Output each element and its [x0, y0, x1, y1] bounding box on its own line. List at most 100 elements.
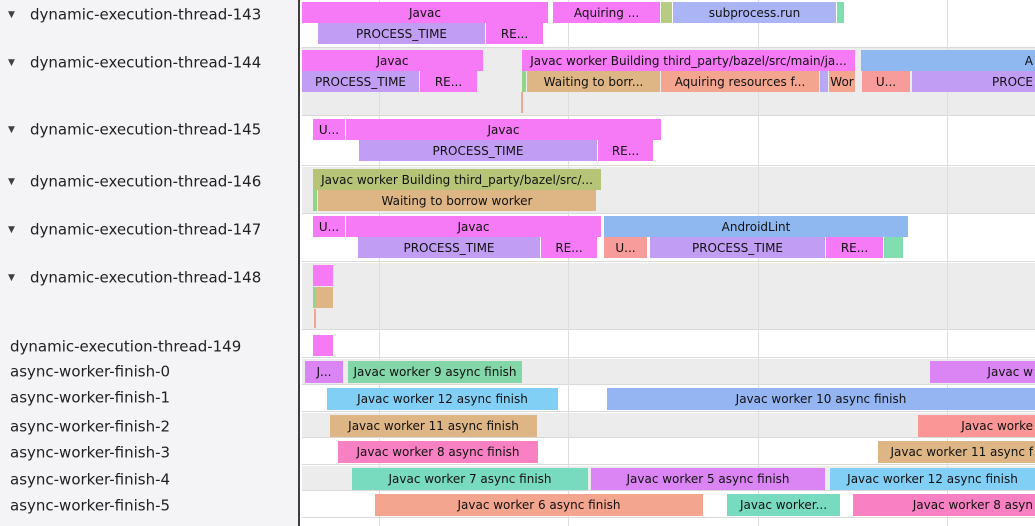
slice-waiting-to-borrow-worker[interactable]: Waiting to borrow worker — [318, 190, 596, 211]
collapse-arrow-icon[interactable]: ▼ — [8, 272, 15, 283]
slice-javac[interactable]: Javac — [346, 119, 661, 140]
slice-label: U... — [318, 219, 340, 234]
sidebar-item-dynamic-execution-thread-148[interactable]: ▼ dynamic-execution-thread-148 — [0, 266, 298, 288]
sidebar-item-dynamic-execution-thread-145[interactable]: ▼ dynamic-execution-thread-145 — [0, 118, 298, 140]
slice-javac-worker-10-async-finish[interactable]: Javac worker 10 async finish — [607, 388, 1035, 410]
slice-blank[interactable] — [837, 2, 844, 23]
slice-process-time[interactable]: PROCESS_TIME — [650, 237, 825, 258]
slice-process-time[interactable]: PROCESS_TIME — [302, 71, 419, 92]
slice-javac-worker-8-async-finish[interactable]: Javac worker 8 async finish — [338, 441, 538, 463]
slice-blank[interactable] — [313, 287, 315, 308]
slice-label: Javac worker 8 asyn — [912, 498, 1033, 512]
sidebar-item-async-worker-finish-4[interactable]: async-worker-finish-4 — [0, 468, 298, 490]
slice-re[interactable]: RE... — [598, 140, 653, 161]
slice-javac-worker-11-async-f[interactable]: Javac worker 11 async f — [878, 441, 1035, 463]
slice-subprocess-run[interactable]: subprocess.run — [673, 2, 836, 23]
slice-re[interactable]: RE... — [486, 23, 543, 44]
slice-label: Waiting to borr... — [543, 74, 644, 89]
slice-blank[interactable] — [313, 190, 317, 211]
collapse-arrow-icon[interactable]: ▼ — [8, 176, 15, 187]
sidebar-item-dynamic-execution-thread-144[interactable]: ▼ dynamic-execution-thread-144 — [0, 51, 298, 73]
slice-process-time[interactable]: PROCESS_TIME — [358, 237, 540, 258]
slice-javac-worker-8-asyn[interactable]: Javac worker 8 asyn — [853, 494, 1035, 516]
slice-blank[interactable] — [820, 71, 828, 92]
slice-aquiring[interactable]: Aquiring ... — [553, 2, 660, 23]
collapse-arrow-icon[interactable]: ▼ — [8, 124, 15, 135]
slice-label: PROCESS_TIME — [355, 26, 448, 41]
slice-blank[interactable] — [315, 287, 333, 308]
track-label: dynamic-execution-thread-144 — [30, 53, 262, 72]
slice-label: Javac w — [987, 365, 1033, 379]
time-gridline — [947, 0, 948, 526]
slice-blank[interactable] — [884, 237, 903, 258]
collapse-arrow-icon[interactable]: ▼ — [8, 9, 15, 20]
sidebar-item-dynamic-execution-thread-147[interactable]: ▼ dynamic-execution-thread-147 — [0, 218, 298, 240]
time-gridline — [568, 0, 569, 526]
slice-u[interactable]: U... — [862, 71, 910, 92]
track-group-dynamic-execution-thread-148 — [302, 263, 1035, 330]
slice-blank[interactable] — [314, 309, 316, 328]
slice-javac-worker-11-async-finish[interactable]: Javac worker 11 async finish — [330, 415, 537, 437]
slice-re[interactable]: RE... — [420, 71, 477, 92]
sidebar-item-async-worker-finish-1[interactable]: async-worker-finish-1 — [0, 386, 298, 408]
slice-proce[interactable]: PROCE — [912, 71, 1035, 92]
slice-label: PROCESS_TIME — [403, 240, 495, 255]
slice-aquiring-resources-f[interactable]: Aquiring resources f... — [661, 71, 819, 92]
sidebar-item-dynamic-execution-thread-146[interactable]: ▼ dynamic-execution-thread-146 — [0, 170, 298, 192]
track-label: async-worker-finish-5 — [10, 496, 171, 515]
slice-blank[interactable] — [521, 92, 523, 113]
slice-javac[interactable]: Javac — [346, 216, 601, 237]
slice-label: PROCESS_TIME — [432, 143, 524, 158]
slice-javac-worker-5-async-finish[interactable]: Javac worker 5 async finish — [591, 468, 825, 490]
slice-label: J... — [316, 365, 332, 379]
slice-javac-worker-building-third-party-bazel-src-main-ja[interactable]: Javac worker Building third_party/bazel/… — [522, 50, 855, 71]
sidebar-item-async-worker-finish-0[interactable]: async-worker-finish-0 — [0, 360, 298, 382]
slice-androidlint[interactable]: AndroidLint — [604, 216, 908, 237]
slice-javac[interactable]: Javac — [302, 2, 548, 23]
slice-blank[interactable] — [313, 335, 333, 356]
collapse-arrow-icon[interactable]: ▼ — [8, 57, 15, 68]
track-label: dynamic-execution-thread-148 — [30, 268, 262, 287]
slice-wor[interactable]: Wor — [829, 71, 855, 92]
sidebar-item-async-worker-finish-2[interactable]: async-worker-finish-2 — [0, 415, 298, 437]
slice-javac[interactable]: Javac — [302, 50, 483, 71]
track-label: async-worker-finish-4 — [10, 470, 171, 489]
slice-label: U... — [615, 240, 636, 255]
slice-waiting-to-borr[interactable]: Waiting to borr... — [527, 71, 660, 92]
time-gridline — [758, 0, 759, 526]
slice-a[interactable]: A — [861, 50, 1035, 71]
track-label: async-worker-finish-2 — [10, 417, 171, 436]
slice-label: Javac worker 11 async finish — [348, 419, 519, 433]
slice-javac-worker-6-async-finish[interactable]: Javac worker 6 async finish — [375, 494, 703, 516]
sidebar-item-dynamic-execution-thread-149[interactable]: dynamic-execution-thread-149 — [0, 335, 298, 357]
slice-label: RE... — [434, 74, 463, 89]
collapse-arrow-icon[interactable]: ▼ — [8, 224, 15, 235]
track-label: dynamic-execution-thread-145 — [30, 120, 262, 139]
slice-re[interactable]: RE... — [541, 237, 597, 258]
slice-j[interactable]: J... — [305, 361, 343, 383]
slice-javac-worker-9-async-finish[interactable]: Javac worker 9 async finish — [348, 361, 522, 383]
sidebar-item-async-worker-finish-3[interactable]: async-worker-finish-3 — [0, 441, 298, 463]
sidebar-item-dynamic-execution-thread-143[interactable]: ▼ dynamic-execution-thread-143 — [0, 3, 298, 25]
track-label: dynamic-execution-thread-147 — [30, 220, 262, 239]
slice-javac-worker-12-async-finish[interactable]: Javac worker 12 async finish — [327, 388, 558, 410]
slice-process-time[interactable]: PROCESS_TIME — [359, 140, 597, 161]
slice-u[interactable]: U... — [604, 237, 647, 258]
slice-blank[interactable] — [522, 71, 526, 92]
slice-blank[interactable] — [313, 265, 333, 286]
slice-javac-worker-building-third-party-bazel-src[interactable]: Javac worker Building third_party/bazel/… — [313, 169, 601, 190]
slice-re[interactable]: RE... — [826, 237, 883, 258]
slice-javac-worker-7-async-finish[interactable]: Javac worker 7 async finish — [352, 468, 588, 490]
slice-label: U... — [875, 74, 897, 89]
slice-u[interactable]: U... — [313, 216, 345, 237]
slice-javac-w[interactable]: Javac w — [930, 361, 1035, 383]
slice-javac-worker-12-async-finish[interactable]: Javac worker 12 async finish — [830, 468, 1035, 490]
slice-javac-worker[interactable]: Javac worker... — [727, 494, 840, 516]
slice-label: U... — [318, 122, 340, 137]
slice-blank[interactable] — [661, 2, 672, 23]
slice-process-time[interactable]: PROCESS_TIME — [318, 23, 485, 44]
slice-javac-worke[interactable]: Javac worke — [918, 415, 1035, 437]
sidebar-item-async-worker-finish-5[interactable]: async-worker-finish-5 — [0, 494, 298, 516]
slice-u[interactable]: U... — [313, 119, 345, 140]
track-label: async-worker-finish-1 — [10, 388, 171, 407]
